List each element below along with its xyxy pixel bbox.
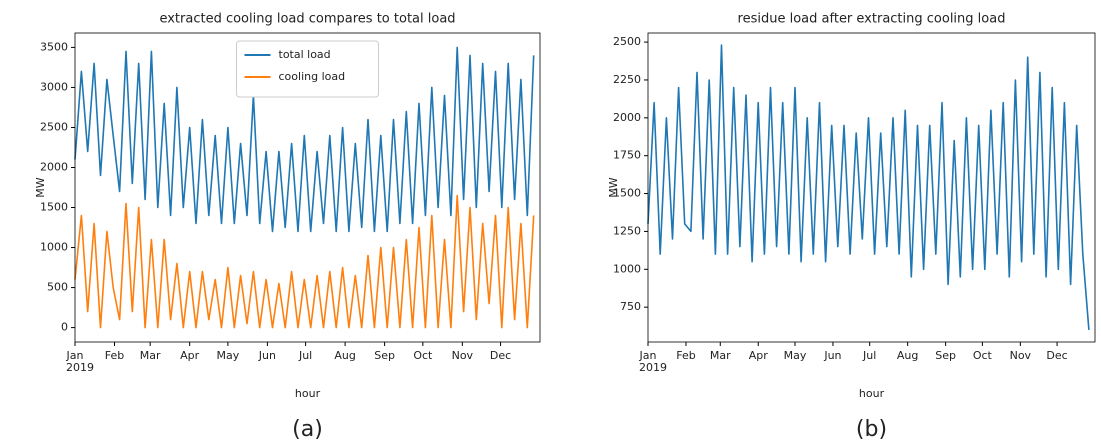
legend-label: cooling load — [279, 70, 346, 83]
x-tick-label: Aug — [897, 349, 918, 362]
y-tick-label: 2000 — [40, 160, 68, 173]
x-year-label: 2019 — [66, 361, 94, 374]
x-tick-label: May — [784, 349, 807, 362]
x-tick-label: Apr — [180, 349, 200, 362]
y-tick-label: 1000 — [40, 241, 68, 254]
x-tick-label: Oct — [413, 349, 433, 362]
x-tick-label: Nov — [452, 349, 474, 362]
x-tick-label: Mar — [710, 349, 731, 362]
series-line — [74, 46, 535, 233]
y-axis-label: MW — [607, 177, 620, 197]
legend-box — [236, 40, 379, 98]
y-tick-label: 750 — [620, 300, 641, 313]
y-tick-label: 1250 — [613, 224, 641, 237]
chart-title: extracted cooling load compares to total… — [159, 12, 455, 27]
y-tick-label: 1500 — [613, 187, 641, 200]
x-tick-label: Aug — [334, 349, 355, 362]
x-tick-label: Dec — [1046, 349, 1067, 362]
legend-label: total load — [279, 48, 331, 61]
caption: (a) — [292, 417, 323, 442]
caption: (b) — [856, 417, 887, 442]
x-axis-label: hour — [295, 387, 321, 400]
x-tick-label: Feb — [676, 349, 695, 362]
series-line — [647, 44, 1090, 330]
x-tick-label: Mar — [140, 349, 161, 362]
y-tick-label: 3500 — [40, 40, 68, 53]
y-tick-label: 2000 — [613, 111, 641, 124]
y-axis-label: MW — [34, 177, 47, 197]
plot-frame — [74, 32, 541, 343]
x-tick-label: Jan — [66, 349, 84, 362]
x-tick-label: Jul — [298, 349, 312, 362]
y-tick-label: 1750 — [613, 149, 641, 162]
x-axis-label: hour — [859, 387, 885, 400]
y-tick-label: 2500 — [613, 35, 641, 48]
x-tick-label: Jul — [862, 349, 876, 362]
y-tick-label: 500 — [47, 281, 68, 294]
x-tick-label: Feb — [105, 349, 124, 362]
y-tick-label: 2500 — [40, 120, 68, 133]
x-tick-label: Sep — [935, 349, 956, 362]
x-tick-label: Jun — [823, 349, 841, 362]
y-tick-label: 1500 — [40, 201, 68, 214]
x-tick-label: Nov — [1010, 349, 1032, 362]
plot-frame — [647, 32, 1096, 343]
y-tick-label: 3000 — [40, 80, 68, 93]
x-tick-label: May — [217, 349, 240, 362]
y-tick-label: 1000 — [613, 262, 641, 275]
y-tick-label: 0 — [61, 321, 68, 334]
x-tick-label: Oct — [973, 349, 993, 362]
x-tick-label: Apr — [749, 349, 769, 362]
chart-title: residue load after extracting cooling lo… — [738, 12, 1006, 27]
x-tick-label: Dec — [490, 349, 511, 362]
x-tick-label: Jun — [258, 349, 276, 362]
x-tick-label: Jan — [639, 349, 657, 362]
x-year-label: 2019 — [639, 361, 667, 374]
y-tick-label: 2250 — [613, 73, 641, 86]
x-tick-label: Sep — [374, 349, 395, 362]
series-line — [74, 194, 535, 329]
